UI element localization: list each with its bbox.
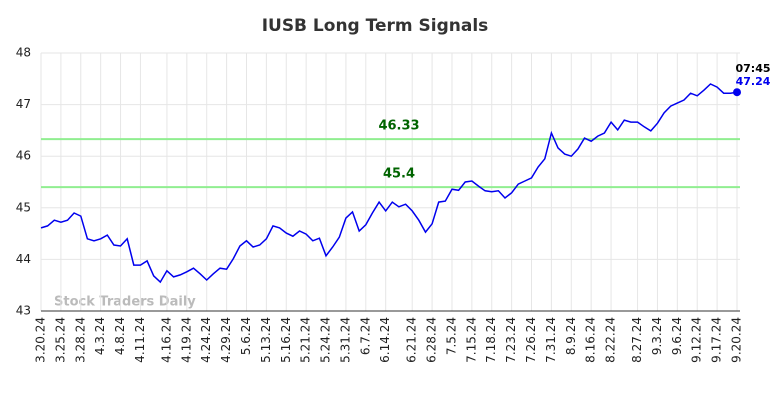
x-tick-label: 4.16.24 xyxy=(159,317,173,363)
x-tick-label: 6.14.24 xyxy=(378,317,392,363)
x-tick-label: 5.13.24 xyxy=(259,317,273,363)
x-tick-label: 4.11.24 xyxy=(133,317,147,363)
x-tick-label: 8.16.24 xyxy=(584,317,598,363)
last-point xyxy=(733,88,741,97)
x-tick-label: 9.20.24 xyxy=(730,317,744,363)
x-tick-label: 8.9.24 xyxy=(564,317,578,355)
x-tick-label: 9.12.24 xyxy=(690,317,704,363)
x-tick-label: 5.24.24 xyxy=(319,317,333,363)
x-tick-label: 9.3.24 xyxy=(650,317,664,355)
watermark: Stock Traders Daily xyxy=(54,295,196,310)
last-value: 47.24 xyxy=(736,75,771,88)
price-line xyxy=(40,83,738,284)
x-tick-label: 5.6.24 xyxy=(239,317,253,355)
x-tick-label: 5.21.24 xyxy=(299,317,313,363)
x-tick-label: 4.8.24 xyxy=(113,317,127,355)
x-tick-label: 7.18.24 xyxy=(484,317,498,363)
signal-label: 45.4 xyxy=(383,167,415,182)
signal-label: 46.33 xyxy=(378,119,419,134)
y-tick-label: 44 xyxy=(16,252,31,266)
y-tick-label: 45 xyxy=(16,200,31,214)
x-tick-label: 7.31.24 xyxy=(544,317,558,363)
x-tick-label: 3.28.24 xyxy=(73,317,87,363)
y-tick-label: 48 xyxy=(16,46,31,60)
y-tick-label: 47 xyxy=(16,97,31,111)
x-tick-label: 7.23.24 xyxy=(504,317,518,363)
y-tick-label: 43 xyxy=(16,304,31,318)
x-tick-label: 4.19.24 xyxy=(179,317,193,363)
last-time: 07:45 xyxy=(735,62,770,75)
x-tick-label: 8.27.24 xyxy=(630,317,644,363)
x-tick-label: 7.26.24 xyxy=(524,317,538,363)
x-tick-label: 6.7.24 xyxy=(358,317,372,355)
x-tick-label: 7.5.24 xyxy=(444,317,458,355)
y-tick-label: 46 xyxy=(16,149,31,163)
x-tick-label: 3.20.24 xyxy=(34,317,48,363)
x-tick-label: 9.6.24 xyxy=(670,317,684,355)
x-tick-label: 4.3.24 xyxy=(93,317,107,355)
x-tick-label: 7.15.24 xyxy=(464,317,478,363)
x-tick-label: 4.24.24 xyxy=(199,317,213,363)
x-tick-label: 5.16.24 xyxy=(279,317,293,363)
x-tick-label: 8.22.24 xyxy=(604,317,618,363)
chart-title: IUSB Long Term Signals xyxy=(262,16,489,36)
x-tick-label: 4.29.24 xyxy=(219,317,233,363)
x-tick-label: 5.31.24 xyxy=(338,317,352,363)
x-tick-label: 6.21.24 xyxy=(405,317,419,363)
x-tick-label: 3.25.24 xyxy=(53,317,67,363)
x-tick-label: 9.17.24 xyxy=(710,317,724,363)
x-tick-label: 6.28.24 xyxy=(425,317,439,363)
